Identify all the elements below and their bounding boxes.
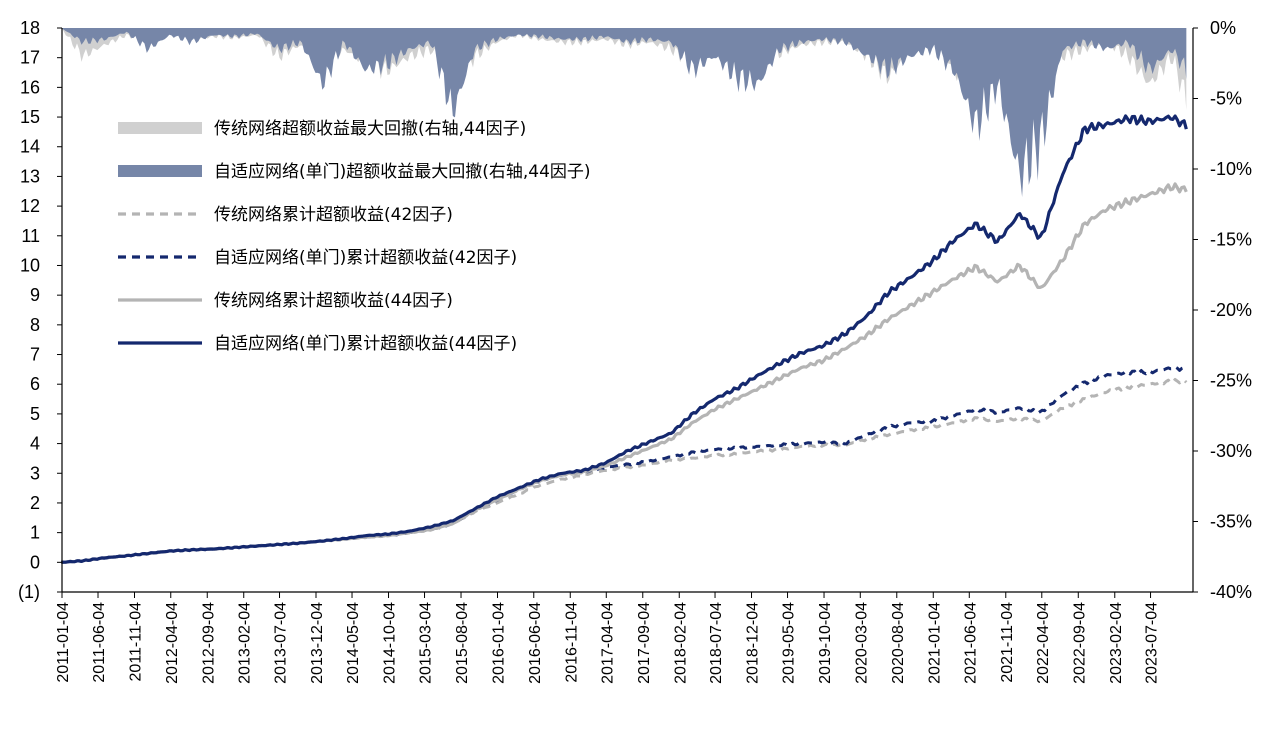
x-tick-label: 2019-10-04 xyxy=(817,602,834,684)
x-tick-label: 2023-07-04 xyxy=(1144,602,1161,684)
legend-swatch-trad_dd xyxy=(118,122,202,134)
x-tick-label: 2021-06-04 xyxy=(962,602,979,684)
x-tick-label: 2015-03-04 xyxy=(418,602,435,684)
y-left-tick-label: 15 xyxy=(20,107,40,127)
x-tick-label: 2012-09-04 xyxy=(200,602,217,684)
x-tick-label: 2020-03-04 xyxy=(853,602,870,684)
y-left-tick-label: 1 xyxy=(30,523,40,543)
legend-label-trad_42: 传统网络累计超额收益(42因子) xyxy=(214,205,453,225)
x-tick-label: 2014-05-04 xyxy=(345,602,362,684)
legend-label-adapt_44: 自适应网络(单门)累计超额收益(44因子) xyxy=(214,334,517,354)
x-tick-label: 2017-04-04 xyxy=(599,602,616,684)
x-tick-label: 2016-01-04 xyxy=(491,602,508,684)
y-left-tick-label: (1) xyxy=(18,582,40,602)
x-tick-label: 2018-07-04 xyxy=(708,602,725,684)
y-left-tick-label: 18 xyxy=(20,18,40,38)
x-ticks: 2011-01-04 2011-06-04 2011-11-04 2012-04-04… xyxy=(55,592,1161,684)
x-tick-label: 2020-08-04 xyxy=(890,602,907,684)
legend-label-adapt_dd: 自适应网络(单门)超额收益最大回撤(右轴,44因子) xyxy=(214,162,591,182)
x-tick-label: 2016-11-04 xyxy=(563,602,580,683)
x-tick-label: 2023-02-04 xyxy=(1108,602,1125,684)
y-left-tick-label: 14 xyxy=(20,137,40,157)
legend-label-adapt_42: 自适应网络(单门)累计超额收益(42因子) xyxy=(214,248,517,268)
series-adapt_44 xyxy=(61,114,1188,564)
y-right-tick-label: -30% xyxy=(1210,441,1252,461)
y-left-tick-label: 8 xyxy=(30,315,40,335)
x-tick-label: 2022-04-04 xyxy=(1035,602,1052,684)
y-left-tick-label: 5 xyxy=(30,404,40,424)
x-tick-label: 2013-12-04 xyxy=(309,602,326,684)
y-left-tick-label: 10 xyxy=(20,255,40,275)
x-tick-label: 2015-08-04 xyxy=(454,602,471,684)
x-tick-label: 2011-06-04 xyxy=(91,602,108,683)
y-right-tick-label: -10% xyxy=(1210,159,1252,179)
y-left-tick-label: 9 xyxy=(30,285,40,305)
x-tick-label: 2011-01-04 xyxy=(55,602,72,683)
x-tick-label: 2016-06-04 xyxy=(527,602,544,684)
x-tick-label: 2018-02-04 xyxy=(672,602,689,684)
y-right-tick-label: -15% xyxy=(1210,230,1252,250)
legend-swatch-adapt_dd xyxy=(118,165,202,177)
y-left-tick-label: 2 xyxy=(30,493,40,513)
x-tick-label: 2013-07-04 xyxy=(273,602,290,684)
y-left-tick-label: 13 xyxy=(20,166,40,186)
y-right-tick-label: -5% xyxy=(1210,89,1242,109)
y-left-tick-label: 16 xyxy=(20,77,40,97)
x-tick-label: 2013-02-04 xyxy=(237,602,254,684)
series-trad_42 xyxy=(61,378,1188,564)
x-tick-label: 2017-09-04 xyxy=(636,602,653,684)
x-tick-label: 2019-05-04 xyxy=(781,602,798,684)
y-right-ticks: 0% -5% -10% -15% -20% -25% -30% -35% -40% xyxy=(1193,18,1252,602)
y-left-tick-label: 3 xyxy=(30,463,40,483)
x-tick-label: 2018-12-04 xyxy=(745,602,762,684)
y-left-tick-label: 6 xyxy=(30,374,40,394)
series-adapt_42 xyxy=(61,365,1188,564)
y-right-tick-label: -25% xyxy=(1210,371,1252,391)
x-tick-label: 2012-04-04 xyxy=(164,602,181,684)
series-trad_44 xyxy=(61,182,1188,564)
legend-label-trad_44: 传统网络累计超额收益(44因子) xyxy=(214,291,453,311)
cumulative-lines xyxy=(61,114,1188,564)
x-tick-label: 2011-11-04 xyxy=(128,602,145,682)
y-left-tick-label: 12 xyxy=(20,196,40,216)
x-tick-label: 2021-11-04 xyxy=(999,602,1016,683)
drawdown-areas xyxy=(61,28,1187,197)
y-right-tick-label: -35% xyxy=(1210,512,1252,532)
x-tick-label: 2014-10-04 xyxy=(382,602,399,684)
y-right-tick-label: -20% xyxy=(1210,300,1252,320)
x-tick-label: 2021-01-04 xyxy=(926,602,943,684)
x-tick-label: 2022-09-04 xyxy=(1071,602,1088,684)
y-left-tick-label: 11 xyxy=(21,226,40,246)
y-right-tick-label: -40% xyxy=(1210,582,1252,602)
legend-label-trad_dd: 传统网络超额收益最大回撤(右轴,44因子) xyxy=(214,119,526,139)
y-left-tick-label: 7 xyxy=(30,345,40,365)
y-left-tick-label: 17 xyxy=(20,48,40,68)
y-left-tick-label: 0 xyxy=(30,552,40,572)
legend: 传统网络超额收益最大回撤(右轴,44因子) 自适应网络(单门)超额收益最大回撤(右… xyxy=(118,119,591,354)
y-right-tick-label: 0% xyxy=(1210,18,1236,38)
y-left-tick-label: 4 xyxy=(30,434,40,454)
series-adapt_dd xyxy=(61,28,1187,197)
